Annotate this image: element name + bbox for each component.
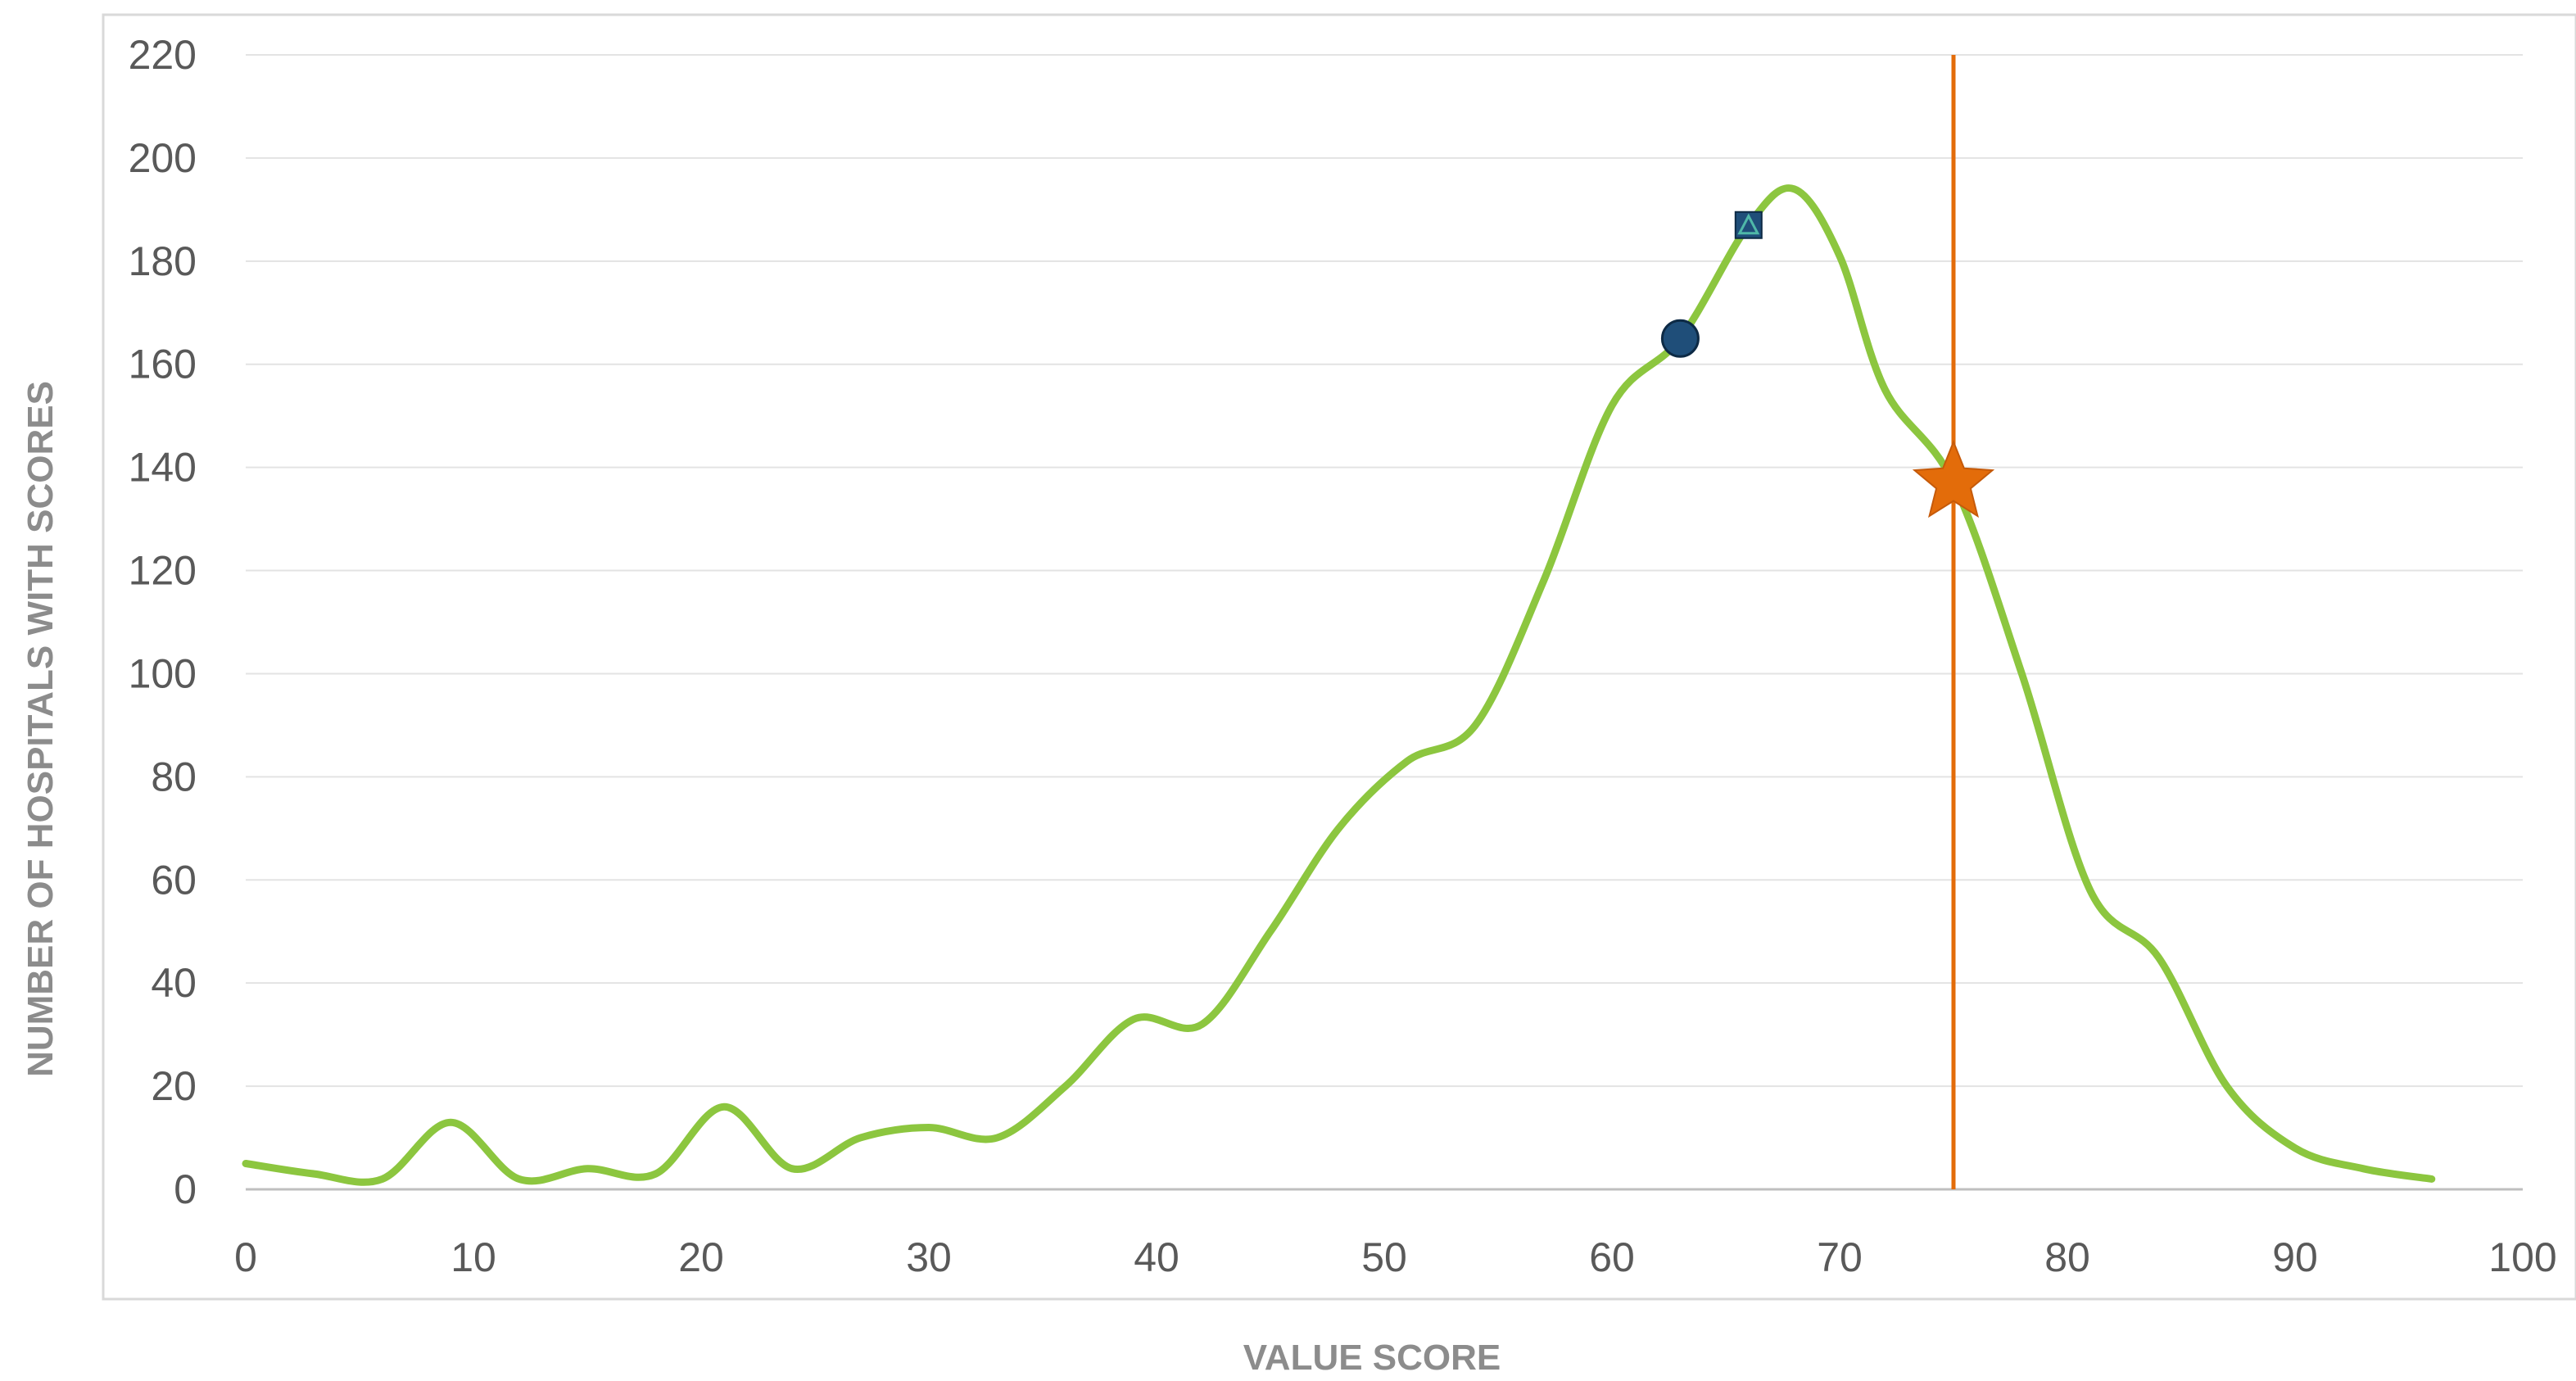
y-tick-label-60: 60 <box>151 857 197 903</box>
x-tick-label-30: 30 <box>906 1234 952 1280</box>
y-axis-ticks: 0 20 40 60 80 100 120 140 160 180 200 220 <box>129 32 197 1212</box>
y-tick-label-20: 20 <box>151 1063 197 1109</box>
y-tick-label-0: 0 <box>174 1166 197 1212</box>
x-axis-ticks: 0 10 20 30 40 50 60 70 80 90 100 <box>234 1234 2557 1280</box>
y-tick-label-80: 80 <box>151 754 197 799</box>
series-line-0 <box>242 184 2436 1186</box>
y-tick-label-180: 180 <box>129 238 197 284</box>
y-tick-label-200: 200 <box>129 135 197 181</box>
x-tick-label-90: 90 <box>2272 1234 2318 1280</box>
marker-circle <box>1660 319 1700 358</box>
y-tick-label-120: 120 <box>129 548 197 594</box>
x-tick-label-60: 60 <box>1589 1234 1635 1280</box>
series-layer <box>242 184 2436 1186</box>
x-tick-label-70: 70 <box>1817 1234 1863 1280</box>
y-tick-label-100: 100 <box>129 650 197 696</box>
y-tick-label-160: 160 <box>129 342 197 387</box>
x-tick-label-20: 20 <box>678 1234 724 1280</box>
y-tick-label-40: 40 <box>151 960 197 1006</box>
x-tick-label-10: 10 <box>450 1234 496 1280</box>
x-tick-label-0: 0 <box>234 1234 257 1280</box>
y-tick-label-220: 220 <box>129 32 197 78</box>
y-axis-title: NUMBER OF HOSPITALS WITH SCORES <box>20 381 61 1077</box>
x-tick-label-100: 100 <box>2488 1234 2556 1280</box>
marker-layer <box>1660 211 1995 518</box>
marker-triangle <box>1737 213 1760 235</box>
y-tick-label-140: 140 <box>129 445 197 491</box>
x-tick-label-50: 50 <box>1361 1234 1407 1280</box>
x-axis-title: VALUE SCORE <box>1243 1338 1501 1378</box>
marker-star <box>1912 439 1995 518</box>
grid-lines <box>246 54 2523 1191</box>
plot-frame <box>102 13 2576 1301</box>
marker-square-triangle <box>1734 211 1763 239</box>
x-tick-label-40: 40 <box>1134 1234 1179 1280</box>
x-tick-label-80: 80 <box>2044 1234 2090 1280</box>
